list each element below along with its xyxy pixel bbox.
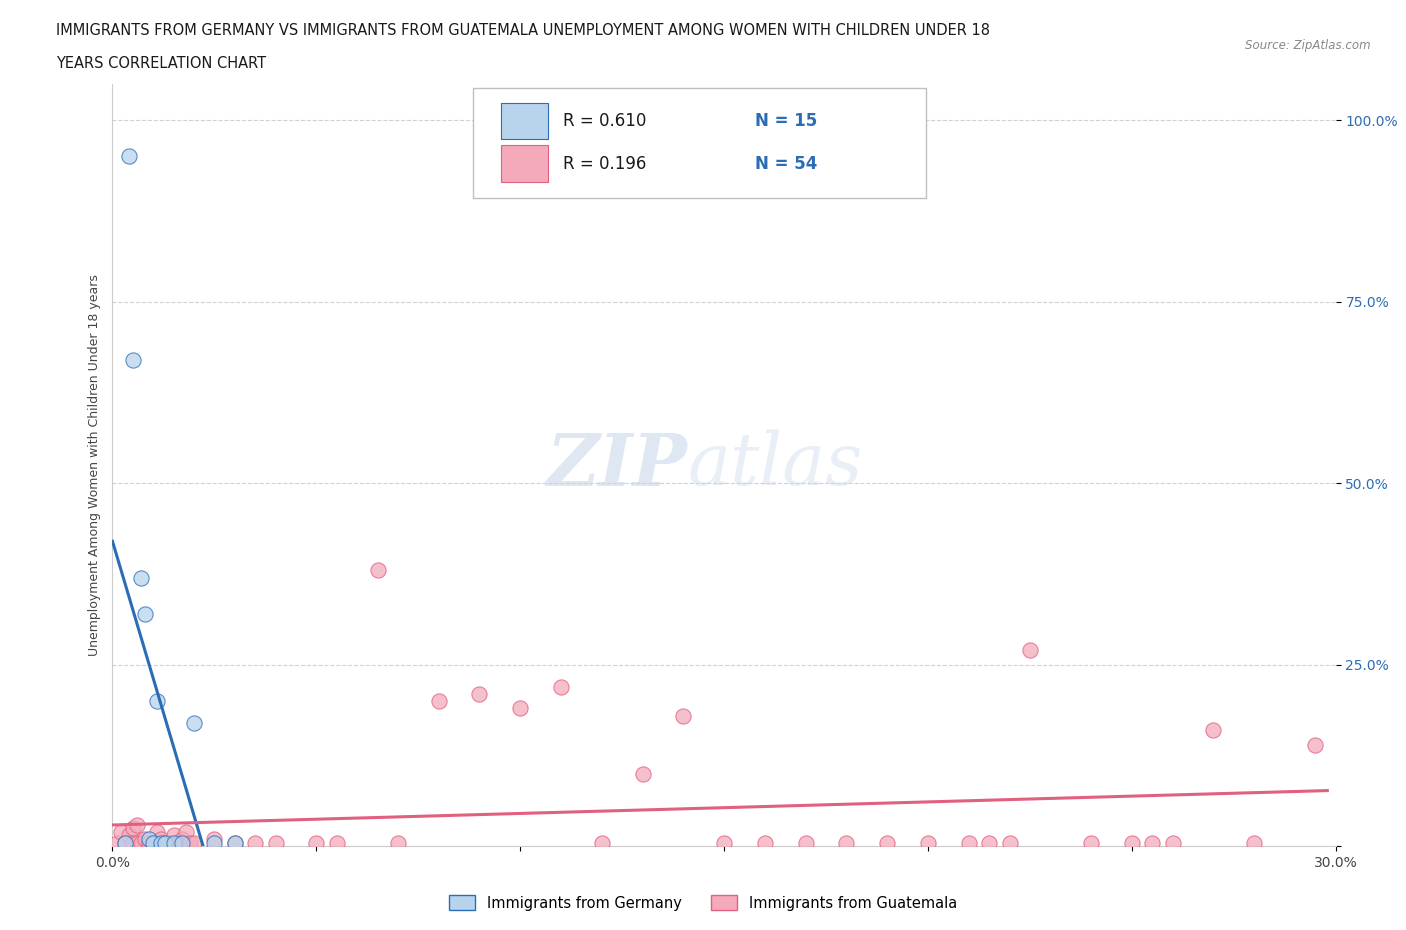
Point [134,831,156,846]
Point [468,686,491,701]
Point [134,606,156,621]
Point [110,824,132,839]
Point [917,835,939,850]
Point [366,563,388,578]
Text: N = 15: N = 15 [755,113,817,130]
Point [245,835,267,850]
Point [305,835,328,850]
Point [125,835,148,850]
Point [183,715,205,730]
Point [387,835,409,850]
Point [146,824,169,839]
Point [170,831,193,846]
Point [550,679,572,694]
Point [163,835,186,850]
Point [204,835,226,850]
Point [150,831,173,846]
Point [1161,835,1184,850]
Point [1080,835,1102,850]
Point [326,835,349,850]
Point [159,835,181,850]
Text: atlas: atlas [688,430,863,500]
Text: IMMIGRANTS FROM GERMANY VS IMMIGRANTS FROM GUATEMALA UNEMPLOYMENT AMONG WOMEN WI: IMMIGRANTS FROM GERMANY VS IMMIGRANTS FR… [56,23,990,38]
Point [998,835,1021,850]
Point [204,831,226,846]
Point [509,701,531,716]
Point [138,835,160,850]
Point [224,835,246,850]
Point [427,694,450,709]
Point [835,835,858,850]
Text: R = 0.610: R = 0.610 [562,113,645,130]
Point [155,835,177,850]
Point [713,835,735,850]
Point [1202,723,1225,737]
Point [631,766,654,781]
Text: R = 0.196: R = 0.196 [562,154,645,173]
Point [794,835,817,850]
Point [170,835,193,850]
Point [1305,737,1327,752]
Point [979,835,1001,850]
Point [174,824,197,839]
Text: Source: ZipAtlas.com: Source: ZipAtlas.com [1246,39,1371,52]
Point [179,835,201,850]
Point [672,708,695,723]
Point [125,817,148,832]
Point [1018,643,1040,658]
Bar [502,103,548,140]
Point [1243,835,1265,850]
Point [224,835,246,850]
Point [142,835,165,850]
Point [1142,835,1164,850]
Point [114,835,136,850]
Y-axis label: Unemployment Among Women with Children Under 18 years: Unemployment Among Women with Children U… [89,274,101,656]
Point [183,835,205,850]
Bar [502,145,548,182]
Point [146,694,169,709]
Point [122,835,145,850]
Point [163,828,186,843]
Point [166,835,188,850]
Point [118,828,141,843]
Text: YEARS CORRELATION CHART: YEARS CORRELATION CHART [56,56,266,71]
Point [114,835,136,850]
Legend: Immigrants from Germany, Immigrants from Guatemala: Immigrants from Germany, Immigrants from… [441,888,965,918]
Point [1121,835,1143,850]
Point [150,835,173,850]
Point [129,835,152,850]
Point [264,835,287,850]
Point [122,352,145,367]
Point [155,835,177,850]
FancyBboxPatch shape [474,87,927,198]
Text: N = 54: N = 54 [755,154,817,173]
Point [122,820,145,835]
Point [138,831,160,846]
Point [142,835,165,850]
Text: ZIP: ZIP [547,430,688,500]
Point [118,149,141,164]
Point [105,835,128,850]
Point [957,835,980,850]
Point [754,835,776,850]
Point [591,835,613,850]
Point [876,835,898,850]
Point [129,570,152,585]
